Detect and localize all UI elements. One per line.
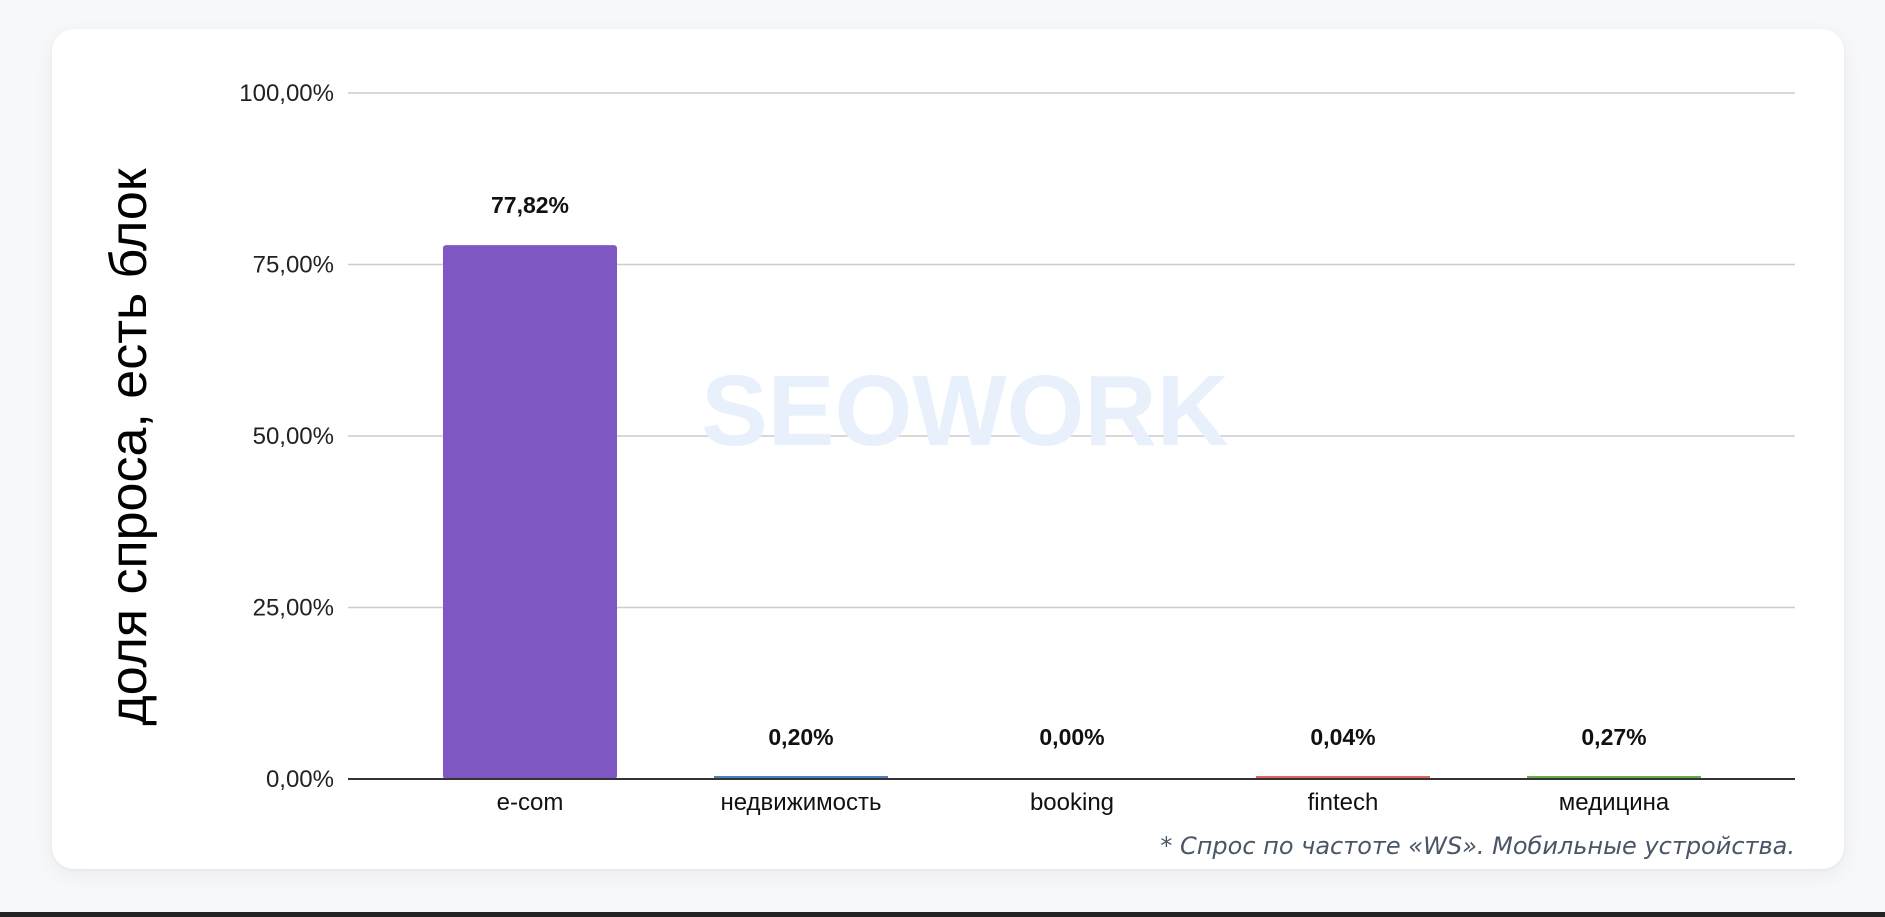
x-category-label: недвижимость	[720, 789, 881, 816]
y-tick-label: 100,00%	[239, 80, 334, 107]
data-label: 0,20%	[768, 724, 833, 750]
bar	[1256, 776, 1430, 779]
data-label: 77,82%	[491, 192, 569, 218]
data-labels: 77,82% 0,20% 0,00% 0,04% 0,27%	[491, 192, 1647, 750]
bar	[714, 776, 888, 779]
x-category-label: медицина	[1559, 789, 1670, 816]
y-tick-label: 75,00%	[253, 252, 334, 279]
x-category-label: e-com	[497, 789, 564, 816]
bottom-divider	[0, 912, 1885, 917]
y-axis-ticks: 0,00% 25,00% 50,00% 75,00% 100,00%	[239, 80, 334, 793]
y-axis-title: доля спроса, есть блок	[100, 168, 158, 725]
x-category-label: fintech	[1308, 789, 1379, 816]
y-tick-label: 0,00%	[266, 766, 334, 793]
x-category-label: booking	[1030, 789, 1114, 816]
x-axis-categories: e-com недвижимость booking fintech медицина	[497, 789, 1670, 816]
y-tick-label: 25,00%	[253, 595, 334, 622]
bar	[443, 245, 617, 780]
chart-card	[52, 29, 1844, 869]
footnote: * Спрос по частоте «WS». Мобильные устро…	[1160, 832, 1795, 860]
bars	[443, 245, 1701, 780]
data-label: 0,04%	[1310, 724, 1375, 750]
bar	[1527, 776, 1701, 779]
watermark-text: SEOWORK	[701, 355, 1229, 467]
y-tick-label: 50,00%	[253, 423, 334, 450]
data-label: 0,00%	[1039, 724, 1104, 750]
data-label: 0,27%	[1581, 724, 1646, 750]
